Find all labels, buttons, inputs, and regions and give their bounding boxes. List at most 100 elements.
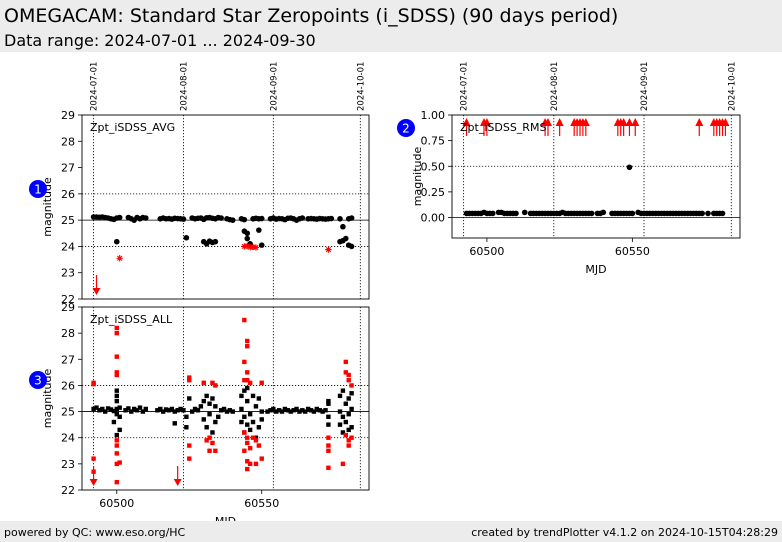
data-point [271,406,276,412]
panel-label: Zpt_iSDSS_RMS [460,121,546,134]
data-point [175,408,180,413]
y-tick-label: 28 [61,135,75,148]
data-point [137,405,143,410]
data-point [308,408,314,413]
y-tick-label: 29 [61,301,75,314]
out-of-range-arrow-head [625,118,634,126]
data-point [239,406,244,412]
y-tick-label: 0.75 [421,135,446,148]
x-axis-label: MJD [585,263,606,276]
data-point [259,417,264,422]
rejected-point [326,435,331,440]
data-point [340,430,346,435]
data-point [129,409,134,414]
data-point [142,215,149,221]
data-point [207,401,212,406]
rejected-point [114,438,119,443]
rejected-point [245,459,250,464]
data-point [346,427,351,433]
data-point [111,408,117,414]
data-point [158,406,163,412]
y-tick-label: 24 [61,432,75,445]
y-tick-label: 29 [61,109,75,122]
data-point [337,409,343,414]
rejected-point [210,440,215,446]
data-point [166,408,172,413]
data-point [221,406,227,412]
chart-Zpt_iSDSS_AVG: 22 23 24 25 26 27 28 29 2024-07-01 2024-08-01 2024… [29,62,370,306]
data-point [323,408,328,413]
data-point [337,238,343,245]
rejected-point [242,317,247,323]
rejected-point [326,448,331,453]
data-point [521,209,528,216]
footer-created-by: created by trendPlotter v4.1.2 on 2024-1… [471,526,778,539]
data-point [320,409,325,414]
data-point [513,210,519,217]
footer-powered-by: powered by QC: www.eso.org/HC [4,526,186,539]
y-tick-label: 22 [61,484,75,497]
data-point [116,214,123,221]
out-of-range-arrow-head [544,118,552,126]
rejected-point [114,443,119,448]
data-point [600,209,607,216]
rejected-point [201,380,206,386]
rejected-point [326,465,331,470]
header-bar: OMEGACAM: Standard Star Zeropoints (i_SD… [0,0,782,52]
data-point [340,414,346,419]
rejected-point [242,378,247,383]
y-tick-label: 28 [61,327,75,340]
data-point [114,406,119,412]
x-axis-label: MJD [215,515,236,521]
rejected-point [250,435,256,440]
rejected-point [247,380,253,386]
rejected-point [245,370,250,375]
date-tick-label: 2024-09-01 [640,62,650,111]
y-tick-label: 22 [61,293,75,306]
data-point [719,210,726,217]
data-point [256,227,262,233]
data-point [117,427,122,433]
data-point [160,409,166,414]
rejected-point [349,435,354,440]
data-point [230,409,235,414]
data-point [201,417,206,422]
data-point [114,393,119,399]
data-point [183,234,190,241]
y-tick-label: 25 [61,406,75,419]
plot-frame [81,114,370,300]
data-point [259,409,264,414]
panel-number-badge [397,119,415,137]
data-point [213,419,218,425]
rejected-point [325,246,332,253]
data-point [343,419,349,425]
rejected-point [114,370,119,375]
y-tick-label: 0.50 [421,160,446,173]
data-point [212,238,219,245]
data-point [276,408,282,413]
data-point [256,396,262,401]
rejected-point [91,456,96,461]
data-point [340,388,346,393]
data-point [258,242,265,248]
data-point [250,419,256,425]
data-point [326,414,331,419]
rejected-point [245,440,250,446]
rejected-point [213,383,218,388]
y-tick-label: 1.00 [421,109,446,122]
data-point [256,425,262,430]
data-point [285,408,291,413]
data-point [172,409,177,414]
data-point [244,235,251,242]
y-tick-label: 0.00 [421,212,446,225]
panel-label: Zpt_iSDSS_AVG [90,121,175,134]
chart-Zpt_iSDSS_RMS: 0.00 0.25 0.50 0.75 1.00 60500 60550 2024-07-01… [397,62,741,276]
rejected-point [242,359,247,365]
data-point [117,405,122,410]
out-of-range-arrow-head [721,118,730,126]
data-point [311,409,317,414]
data-point [348,243,355,250]
data-point [181,408,186,413]
data-point [172,421,177,426]
rejected-point [187,375,192,380]
